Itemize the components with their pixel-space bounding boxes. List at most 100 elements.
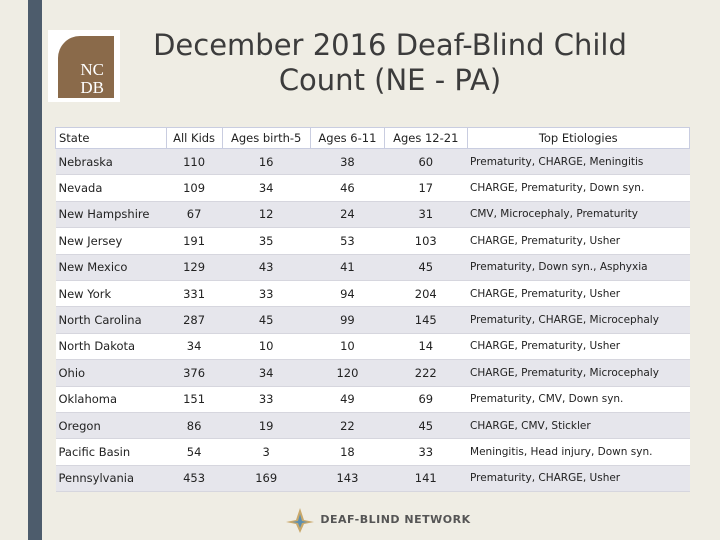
table-cell: Oklahoma: [55, 385, 167, 413]
table-cell: 19: [222, 411, 311, 440]
data-table: State All Kids Ages birth-5 Ages 6-11 Ages 1…: [55, 127, 691, 493]
table-cell: 53: [310, 227, 385, 255]
header-cell: Ages birth-5: [221, 127, 311, 149]
table-cell: 191: [166, 227, 223, 255]
table-row: North Dakota 34 10 10 14 CHARGE, Prematurity,…: [55, 332, 690, 361]
table-cell: 22: [310, 411, 385, 440]
table-cell: 18: [310, 438, 385, 466]
table-cell: 99: [310, 306, 385, 334]
table-cell: 60: [384, 147, 468, 176]
header-cell: All Kids: [165, 127, 223, 149]
table-cell: 34: [166, 332, 223, 361]
table-row: Pacific Basin 54 3 18 33 Meningitis, Head inj…: [55, 438, 690, 466]
table-cell: 49: [310, 385, 385, 413]
table-cell: CMV, Microcephaly, Prematurity: [467, 200, 690, 229]
table-cell: 151: [166, 385, 223, 413]
logo-box: NC DB: [58, 36, 114, 98]
table-cell: 34: [222, 174, 311, 202]
table-row: Oklahoma 151 33 49 69 Prematurity, CMV, Down …: [55, 385, 690, 413]
table-cell: 45: [384, 411, 468, 440]
table-cell: 10: [222, 332, 311, 361]
table-cell: North Carolina: [55, 306, 167, 334]
table-cell: 43: [222, 253, 311, 281]
table-cell: CHARGE, Prematurity, Usher: [467, 332, 690, 361]
table-cell: 3: [222, 438, 311, 466]
table-cell: CHARGE, Prematurity, Usher: [467, 227, 690, 255]
table-cell: 17: [384, 174, 468, 202]
table-cell: 69: [384, 385, 468, 413]
table-cell: 103: [384, 227, 468, 255]
table-cell: 86: [166, 411, 223, 440]
table-cell: 45: [384, 253, 468, 281]
table-cell: Oregon: [55, 411, 167, 440]
table-cell: New Mexico: [55, 253, 167, 281]
table-cell: Prematurity, CHARGE, Microcephaly: [467, 306, 690, 334]
table-cell: North Dakota: [55, 332, 167, 361]
table-row: New York 331 33 94 204 CHARGE, Prematurity, U…: [55, 279, 690, 308]
table-cell: 222: [384, 359, 468, 387]
table-cell: 34: [222, 359, 311, 387]
table-cell: 143: [310, 464, 385, 493]
table-cell: Nevada: [55, 174, 167, 202]
table-cell: 331: [166, 279, 223, 308]
table-cell: Pacific Basin: [55, 438, 167, 466]
table-cell: New Hampshire: [55, 200, 167, 229]
side-bar: [28, 0, 42, 540]
table-cell: CHARGE, Prematurity, Usher: [467, 279, 690, 308]
table-cell: 41: [310, 253, 385, 281]
table-cell: 24: [310, 200, 385, 229]
footer-text: DEAF-BLIND NETWORK: [320, 513, 471, 526]
table-row: Oregon 86 19 22 45 CHARGE, CMV, Stickler: [55, 411, 690, 440]
header-cell: Ages 12-21: [384, 127, 468, 149]
logo-text: DB: [80, 78, 104, 97]
logo: NC DB: [48, 30, 120, 102]
table-cell: CHARGE, CMV, Stickler: [467, 411, 690, 440]
table-cell: 376: [166, 359, 223, 387]
table-cell: Ohio: [55, 359, 167, 387]
table-cell: 145: [384, 306, 468, 334]
table-cell: CHARGE, Prematurity, Down syn.: [467, 174, 690, 202]
table-cell: 33: [222, 279, 311, 308]
table-cell: 16: [222, 147, 311, 176]
table-cell: 169: [222, 464, 311, 493]
table-row: North Carolina 287 45 99 145 Prematurity, CHA…: [55, 306, 690, 334]
title: December 2016 Deaf-Blind Child Count (NE…: [153, 28, 627, 97]
table-cell: 141: [384, 464, 468, 493]
table-cell: 38: [310, 147, 385, 176]
header-cell: Top Etiologies: [466, 127, 691, 149]
table-cell: 453: [166, 464, 223, 493]
table-row: New Jersey 191 35 53 103 CHARGE, Prematurity,…: [55, 227, 690, 255]
header-cell: State: [55, 127, 167, 149]
table-cell: 45: [222, 306, 311, 334]
table-row: Pennsylvania 453 169 143 141 Prematurity, CHA…: [55, 464, 690, 493]
table-cell: 12: [222, 200, 311, 229]
table-cell: Prematurity, Down syn., Asphyxia: [467, 253, 690, 281]
table-cell: 67: [166, 200, 223, 229]
header-cell: Ages 6-11: [309, 127, 386, 149]
table-cell: CHARGE, Prematurity, Microcephaly: [467, 359, 690, 387]
table-row: Nevada 109 34 46 17 CHARGE, Prematurity, Down…: [55, 174, 690, 202]
network-icon: [286, 508, 314, 533]
table-row: New Hampshire 67 12 24 31 CMV, Microcephaly, …: [55, 200, 690, 229]
table-cell: 110: [166, 147, 223, 176]
table-row: New Mexico 129 43 41 45 Prematurity, Down syn…: [55, 253, 690, 281]
table-cell: 33: [222, 385, 311, 413]
table-cell: 46: [310, 174, 385, 202]
table-cell: 10: [310, 332, 385, 361]
logo-text: NC: [80, 60, 104, 79]
table-cell: 31: [384, 200, 468, 229]
table-cell: Prematurity, CHARGE, Usher: [467, 464, 690, 493]
table-cell: Meningitis, Head injury, Down syn.: [467, 438, 690, 466]
table-cell: Nebraska: [55, 147, 167, 176]
table-cell: 54: [166, 438, 223, 466]
table-cell: 14: [384, 332, 468, 361]
table-cell: 287: [166, 306, 223, 334]
table-cell: 94: [310, 279, 385, 308]
table-cell: 129: [166, 253, 223, 281]
table-cell: New York: [55, 279, 167, 308]
table-cell: New Jersey: [55, 227, 167, 255]
table-cell: Pennsylvania: [55, 464, 167, 493]
table-cell: 35: [222, 227, 311, 255]
table-row: Nebraska 110 16 38 60 Prematurity, CHARGE, Me…: [55, 147, 690, 176]
